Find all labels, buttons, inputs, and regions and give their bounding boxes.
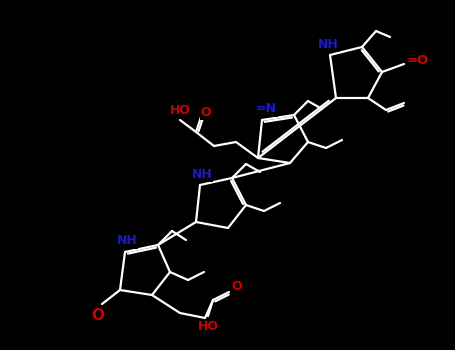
Text: O: O xyxy=(91,308,105,323)
Text: O: O xyxy=(232,280,243,293)
Text: =N: =N xyxy=(256,103,277,116)
Text: =O: =O xyxy=(407,54,429,66)
Text: NH: NH xyxy=(192,168,212,181)
Text: HO: HO xyxy=(197,321,218,334)
Text: HO: HO xyxy=(170,104,191,117)
Text: O: O xyxy=(201,105,211,119)
Text: NH: NH xyxy=(116,234,137,247)
Text: NH: NH xyxy=(318,37,339,50)
